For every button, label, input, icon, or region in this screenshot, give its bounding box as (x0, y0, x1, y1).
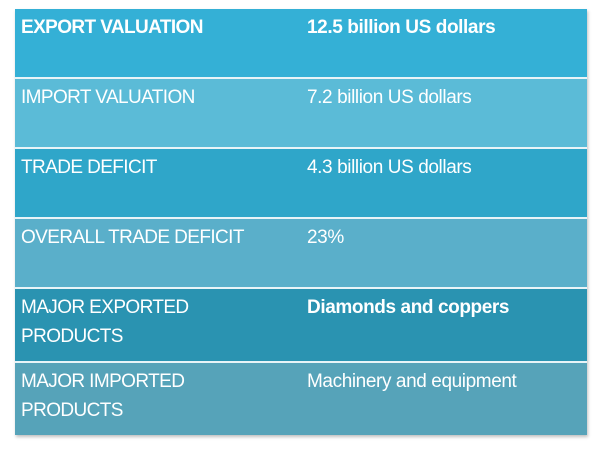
row-label: MAJOR EXPORTED PRODUCTS (21, 297, 189, 347)
row-value: 7.2 billion US dollars (307, 87, 472, 108)
row-label: IMPORT VALUATION (21, 87, 195, 108)
row-value: Diamonds and coppers (307, 297, 510, 318)
table-row: TRADE DEFICIT 4.3 billion US dollars (15, 149, 587, 219)
row-value: 23% (307, 227, 344, 248)
row-label: MAJOR IMPORTED PRODUCTS (21, 371, 185, 421)
row-label: EXPORT VALUATION (21, 17, 203, 38)
table-row: MAJOR EXPORTED PRODUCTS Diamonds and copp… (15, 289, 587, 363)
row-label: TRADE DEFICIT (21, 157, 157, 178)
table-row: IMPORT VALUATION 7.2 billion US dollars (15, 79, 587, 149)
table-row: EXPORT VALUATION 12.5 billion US dollars (15, 9, 587, 79)
trade-table: EXPORT VALUATION 12.5 billion US dollars … (15, 9, 587, 435)
table-row: OVERALL TRADE DEFICIT 23% (15, 219, 587, 289)
table-row: MAJOR IMPORTED PRODUCTS Machinery and equ… (15, 363, 587, 435)
row-value: Machinery and equipment (307, 371, 517, 392)
row-value: 12.5 billion US dollars (307, 17, 496, 38)
row-label: OVERALL TRADE DEFICIT (21, 227, 244, 248)
row-value: 4.3 billion US dollars (307, 157, 472, 178)
